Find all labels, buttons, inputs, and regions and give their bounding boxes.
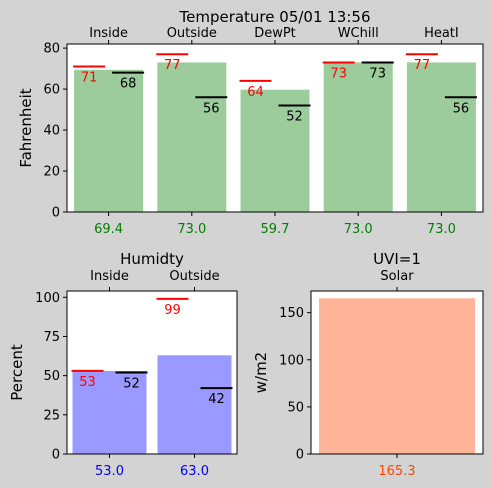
y-tick-label: 75 [43,330,60,345]
y-tick-label: 0 [296,448,304,463]
plot-frame [310,290,484,455]
y-axis-label: w/m2 [252,352,270,393]
y-tick-label: 40 [43,124,60,139]
category-label: Inside [90,269,129,284]
bar-dewpt [240,89,310,212]
bar-heati [406,62,476,212]
high-marker-label: 99 [164,303,181,318]
bar-value-label: 63.0 [180,464,209,479]
chart-2: UVI=1 w/m2 0 50 100 150 Solar 165.3 [252,250,484,479]
y-axis-label: Fahrenheit [17,88,35,167]
high-marker-label: 77 [414,58,431,73]
low-marker-label: 73 [369,66,386,81]
bar-value-label: 59.7 [261,222,290,237]
y-tick-label: 60 [43,83,60,98]
bar-value-label: 69.4 [94,222,123,237]
bar-value-label: 73.0 [427,222,456,237]
y-tick-label: 80 [43,42,60,57]
chart-title: Humidty [120,250,184,268]
chart-title: Temperature 05/01 13:56 [178,8,370,26]
category-label: Solar [380,269,414,284]
bar-outside [157,62,227,212]
low-marker-label: 56 [453,101,470,116]
y-tick-label: 50 [43,369,60,384]
y-tick-label: 0 [52,206,60,221]
y-axis-label: Percent [8,344,26,401]
category-label: Inside [89,26,128,41]
chart-0: Temperature 05/01 13:56 Fahrenheit 0 20 40 60… [17,8,484,237]
bar-inside [72,370,147,454]
high-marker-label: 73 [330,66,347,81]
y-tick-label: 150 [279,306,304,321]
chart-title: UVI=1 [373,250,421,268]
low-marker-label: 56 [203,101,220,116]
y-tick-label: 100 [279,353,304,368]
high-marker-label: 77 [164,58,181,73]
low-marker-label: 52 [286,109,303,124]
high-marker-label: 64 [247,85,264,100]
category-label: Outside [169,269,219,284]
bar-value-label: 73.0 [177,222,206,237]
plot-frame [66,43,484,213]
chart-1: Humidty Percent 0 25 50 75 100 Inside 53.0 53 52 Ou… [8,250,238,479]
high-marker-label: 53 [79,375,96,390]
category-label: HeatI [424,26,459,41]
low-marker-label: 52 [123,377,140,392]
high-marker-label: 71 [81,71,98,86]
plot-frame [66,290,238,455]
y-tick-label: 20 [43,165,60,180]
category-label: WChill [338,26,379,41]
y-tick-label: 25 [43,408,60,423]
y-tick-label: 0 [52,448,60,463]
bar-value-label: 53.0 [95,464,124,479]
y-tick-label: 100 [35,291,60,306]
bar-outside [157,355,232,454]
low-marker-label: 68 [120,77,137,92]
category-label: Outside [167,26,217,41]
y-tick-label: 50 [287,400,304,415]
bar-solar [319,298,475,454]
bar-inside [74,69,144,212]
category-label: DewPt [254,26,296,41]
bar-wchill [323,62,393,212]
bar-value-label: 73.0 [344,222,373,237]
low-marker-label: 42 [208,392,225,407]
bar-value-label: 165.3 [378,464,415,479]
